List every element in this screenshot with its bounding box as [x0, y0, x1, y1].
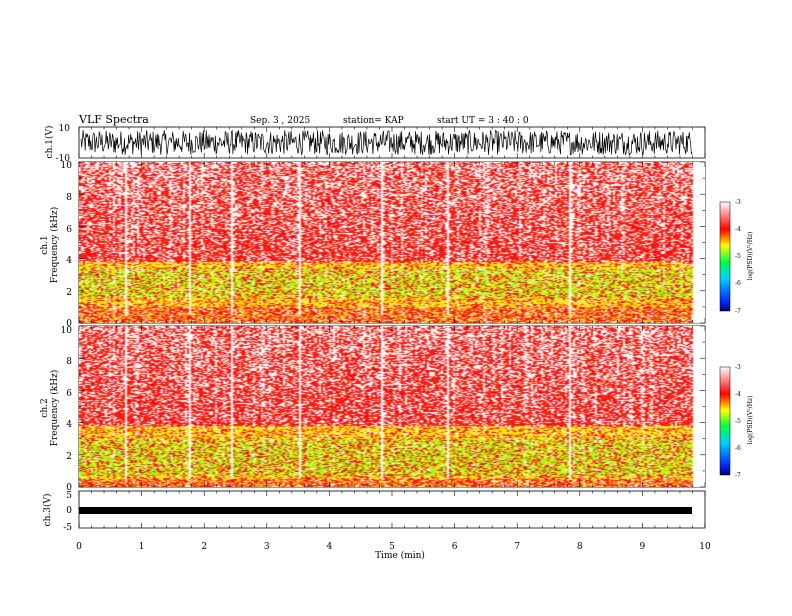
x-tick-0: 0 — [76, 542, 82, 552]
ch1-spectrogram-panel: 0 2 4 6 8 10 ch.1 Frequency (kHz) — [40, 161, 706, 329]
ch3-tick-5: 5 — [66, 491, 72, 501]
x-tick-2: 2 — [201, 542, 207, 552]
ch3-waveform-band — [79, 507, 692, 514]
ch2-freq-tick-4: 4 — [66, 420, 72, 430]
ch1-freq-tick-0: 0 — [66, 319, 72, 329]
ch2-colorbar-label: log(PSD)(V²/Hz) — [747, 396, 754, 445]
x-tick-7: 7 — [514, 542, 520, 552]
chart-title: VLF Spectra — [78, 113, 149, 126]
ch1-waveform-line — [80, 129, 693, 156]
ch1-spectrogram-ylabel: Frequency (kHz) — [49, 207, 60, 284]
ch1-freq-tick-2: 2 — [66, 288, 72, 298]
ch2-freq-tick-8: 8 — [66, 357, 72, 367]
axis-ticks — [78, 127, 706, 528]
ch2-spectrogram-panel: 0 2 4 6 8 10 ch.2 Frequency (kHz) — [40, 325, 706, 493]
ch1-waveform-ylabel: ch.1(V) — [44, 126, 55, 159]
x-tick-6: 6 — [452, 542, 458, 552]
ch2-colorbar-tick-m6: -6 — [735, 445, 741, 452]
ch1-freq-tick-6: 6 — [66, 225, 72, 235]
ch1-colorbar-label: log(PSD)(V²/Hz) — [747, 232, 754, 281]
ch2-colorbar-tick-m4: -4 — [735, 391, 741, 398]
start-ut-label: start UT = 3 : 40 : 0 — [437, 116, 529, 126]
x-axis-label: Time (min) — [375, 550, 425, 561]
station-label: station= KAP — [343, 116, 404, 126]
ch2-spectrogram-channel-label: ch.2 — [40, 398, 50, 417]
ch2-colorbar: -3 -4 -5 -6 -7 log(PSD)(V²/Hz) — [719, 364, 754, 479]
ch1-freq-tick-4: 4 — [66, 256, 72, 266]
x-tick-1: 1 — [139, 542, 145, 552]
ch2-colorbar-tick-m5: -5 — [735, 418, 741, 425]
ch3-tick-0: 0 — [66, 506, 72, 516]
x-tick-3: 3 — [264, 542, 270, 552]
ch1-colorbar-tick-m5: -5 — [735, 253, 741, 260]
x-tick-8: 8 — [577, 542, 583, 552]
ch1-waveform-panel: 10 -10 ch.1(V) — [44, 124, 706, 164]
ch3-waveform-panel: 5 0 -5 ch.3(V) — [42, 490, 706, 533]
ch2-colorbar-tick-m3: -3 — [735, 364, 741, 371]
ch3-tick-minus5: -5 — [63, 523, 72, 533]
ch1-spectrogram-image — [79, 162, 705, 323]
ch2-freq-tick-2: 2 — [66, 452, 72, 462]
x-tick-10: 10 — [699, 542, 711, 552]
x-tick-9: 9 — [640, 542, 646, 552]
ch2-colorbar-scale — [719, 366, 731, 476]
ch3-waveform-ylabel: ch.3(V) — [42, 494, 53, 527]
ch1-tick-top: 10 — [59, 124, 71, 134]
ch1-freq-tick-10: 10 — [61, 161, 73, 171]
x-axis: 0 1 2 3 4 5 6 7 8 9 10 Time (min) — [76, 542, 711, 561]
ch1-colorbar-tick-m4: -4 — [735, 226, 741, 233]
ch1-colorbar-scale — [719, 201, 731, 312]
ch1-colorbar-tick-m7: -7 — [735, 308, 741, 315]
ch1-spectrogram-channel-label: ch.1 — [40, 235, 50, 254]
ch1-colorbar-tick-m6: -6 — [735, 280, 741, 287]
ch2-freq-tick-10: 10 — [61, 326, 73, 336]
ch1-tick-bottom: -10 — [56, 154, 71, 164]
ch2-colorbar-tick-m7: -7 — [735, 472, 741, 479]
ch1-colorbar-tick-m3: -3 — [735, 199, 741, 206]
ch2-spectrogram-ylabel: Frequency (kHz) — [49, 370, 60, 447]
ch1-colorbar: -3 -4 -5 -6 -7 log(PSD)(V²/Hz) — [719, 199, 754, 315]
x-tick-4: 4 — [327, 542, 333, 552]
ch1-freq-tick-8: 8 — [66, 193, 72, 203]
x-tick-5: 5 — [389, 542, 395, 552]
ch2-spectrogram-image — [79, 326, 705, 487]
date-label: Sep. 3 , 2025 — [250, 116, 310, 126]
ch2-freq-tick-0: 0 — [66, 483, 72, 493]
ch2-freq-tick-6: 6 — [66, 389, 72, 399]
